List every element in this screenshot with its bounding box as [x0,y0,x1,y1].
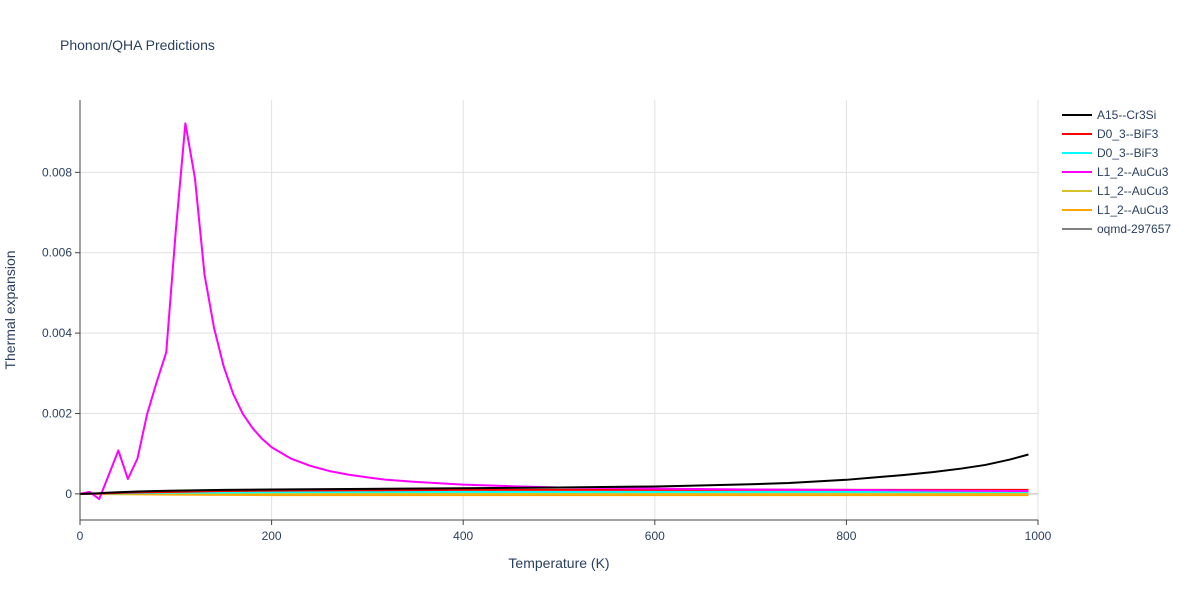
chart-title: Phonon/QHA Predictions [60,37,215,53]
x-tick-label: 400 [453,529,473,543]
axes [79,100,1038,521]
legend-item[interactable]: L1_2--AuCu3 [1062,203,1169,217]
x-tick-label: 800 [836,529,856,543]
y-axis-ticks: 0 0.002 0.004 0.006 0.008 [42,165,80,501]
x-tick-label: 600 [645,529,665,543]
y-tick-label: 0 [65,487,72,501]
legend-item[interactable]: D0_3--BiF3 [1062,127,1159,141]
grid-lines [80,100,1039,520]
y-axis-label: Thermal expansion [2,250,18,369]
series-line-5[interactable] [79,492,1029,497]
series-line-3[interactable] [79,122,1029,501]
y-tick-label: 0.006 [42,246,72,260]
legend-label: A15--Cr3Si [1097,108,1156,122]
x-axis-ticks: 0 200 400 600 800 1000 [77,520,1052,543]
x-tick-label: 0 [77,529,84,543]
legend-label: L1_2--AuCu3 [1097,165,1169,179]
legend[interactable]: A15--Cr3Si D0_3--BiF3 D0_3--BiF3 L1_2--AuCu… [1062,108,1171,236]
y-tick-label: 0.004 [42,326,72,340]
legend-item[interactable]: oqmd-297657 [1062,222,1171,236]
y-tick-label: 0.002 [42,406,72,420]
plot-area [79,122,1029,501]
x-axis-label: Temperature (K) [508,555,609,571]
x-tick-label: 1000 [1025,529,1052,543]
legend-item[interactable]: L1_2--AuCu3 [1062,184,1169,198]
legend-item[interactable]: L1_2--AuCu3 [1062,165,1169,179]
legend-label: oqmd-297657 [1097,222,1171,236]
series-line-0[interactable] [79,453,1029,495]
legend-label: L1_2--AuCu3 [1097,184,1169,198]
legend-item[interactable]: D0_3--BiF3 [1062,146,1159,160]
x-tick-label: 200 [262,529,282,543]
legend-label: D0_3--BiF3 [1097,127,1159,141]
y-tick-label: 0.008 [42,165,72,179]
legend-label: D0_3--BiF3 [1097,146,1159,160]
legend-item[interactable]: A15--Cr3Si [1062,108,1156,122]
legend-label: L1_2--AuCu3 [1097,203,1169,217]
